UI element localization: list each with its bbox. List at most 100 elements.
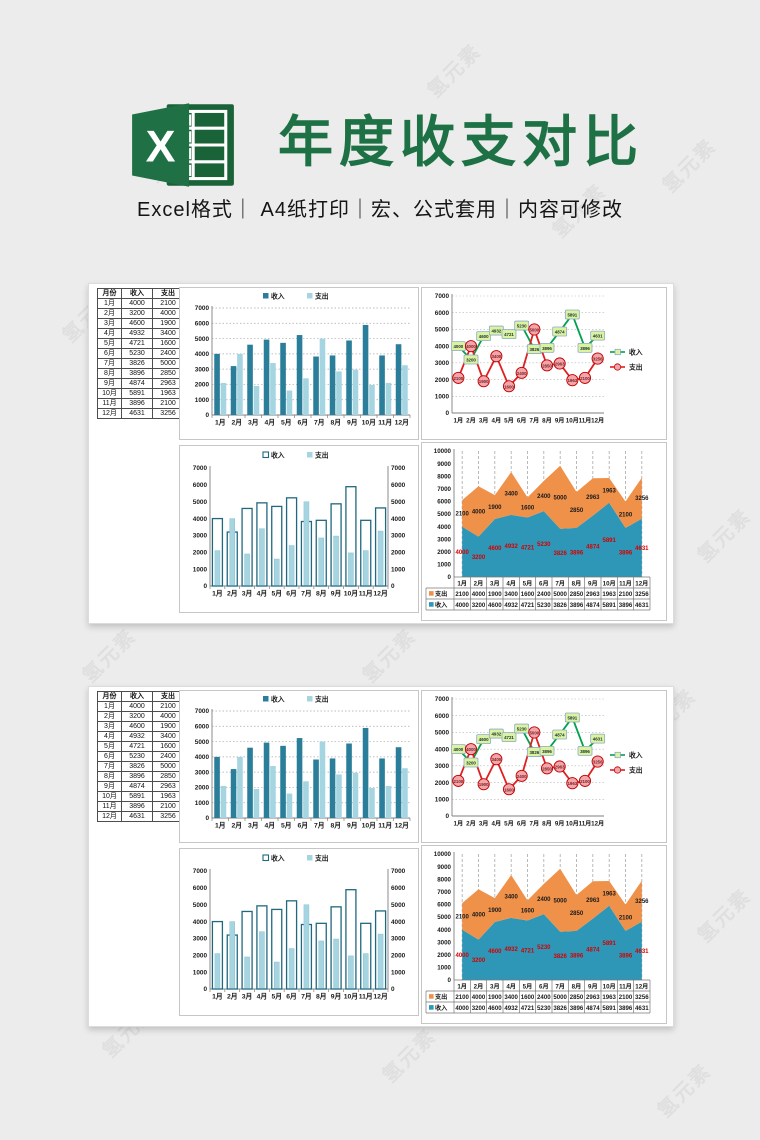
svg-text:12月: 12月 — [591, 417, 604, 425]
svg-text:2963: 2963 — [586, 898, 600, 904]
svg-text:7000: 7000 — [391, 465, 406, 472]
svg-text:1月: 1月 — [215, 419, 226, 427]
table-cell: 9月 — [97, 781, 122, 792]
stacked-area-chart-box: 0 1000 2000 3000 4000 5000 6000 7000 8000 9000 100… — [421, 442, 667, 621]
table-cell: 4631 — [121, 408, 153, 419]
svg-text:5月: 5月 — [281, 822, 292, 830]
table-cell: 3896 — [121, 398, 153, 409]
svg-text:支出: 支出 — [628, 765, 643, 774]
svg-text:4000: 4000 — [455, 550, 469, 556]
svg-text:4631: 4631 — [635, 1005, 649, 1012]
table-row: 1月 4000 2100 — [97, 701, 184, 712]
table-cell: 12月 — [97, 408, 122, 419]
svg-text:3826: 3826 — [553, 551, 567, 557]
svg-text:6月: 6月 — [286, 590, 297, 598]
svg-text:4000: 4000 — [391, 516, 406, 523]
line-chart: 0 1000 2000 3000 4000 5000 6000 7000 1月 2月 3月 4月 5月 6… — [435, 293, 643, 425]
table-cell: 2月 — [97, 308, 122, 319]
legend: 收入支出 — [262, 450, 329, 459]
svg-text:4932: 4932 — [491, 732, 501, 737]
svg-text:0: 0 — [203, 986, 207, 993]
svg-text:2400: 2400 — [537, 994, 551, 1001]
table-header-cell: 收入 — [121, 288, 153, 299]
table-cell: 5230 — [121, 751, 153, 762]
svg-text:5000: 5000 — [193, 499, 208, 506]
svg-text:2400: 2400 — [517, 371, 527, 376]
svg-text:2850: 2850 — [570, 591, 584, 598]
svg-text:1963: 1963 — [602, 891, 616, 897]
svg-text:2100: 2100 — [453, 779, 463, 784]
axes: 0 0 1000 1000 2000 2000 3000 3000 4000 4000 5000 50… — [193, 465, 406, 597]
svg-text:1月: 1月 — [454, 820, 464, 828]
svg-text:10000: 10000 — [434, 448, 452, 455]
svg-text:5891: 5891 — [602, 1005, 616, 1012]
svg-text:5000: 5000 — [553, 898, 567, 904]
svg-text:7000: 7000 — [435, 293, 450, 300]
svg-text:3826: 3826 — [553, 954, 567, 960]
svg-text:3000: 3000 — [193, 936, 208, 943]
svg-text:2100: 2100 — [580, 779, 590, 784]
svg-text:2400: 2400 — [537, 591, 551, 598]
svg-text:9月: 9月 — [555, 820, 565, 828]
svg-text:3896: 3896 — [542, 346, 552, 351]
svg-text:收入: 收入 — [271, 853, 285, 862]
bars-expense — [220, 338, 408, 415]
svg-text:1000: 1000 — [437, 965, 451, 972]
axes: 0 1000 2000 3000 4000 5000 6000 7000 8000 9000 100… — [434, 448, 455, 581]
svg-text:6000: 6000 — [391, 885, 406, 892]
svg-text:2月: 2月 — [474, 982, 484, 990]
svg-text:4631: 4631 — [635, 546, 649, 552]
svg-text:4631: 4631 — [593, 737, 603, 742]
table-row: 3月 4600 1900 — [97, 721, 184, 732]
data-table: 月份 收入 支出 1月 4000 2100 2月 3200 4000 3月 4600 1900 4月 49… — [97, 691, 184, 822]
svg-text:8月: 8月 — [572, 982, 582, 990]
svg-text:7000: 7000 — [195, 305, 210, 312]
svg-text:12月: 12月 — [373, 590, 387, 598]
svg-text:6000: 6000 — [435, 310, 450, 317]
svg-text:1900: 1900 — [488, 591, 502, 598]
table-cell: 7月 — [97, 761, 122, 772]
svg-text:1900: 1900 — [479, 782, 489, 787]
svg-text:1600: 1600 — [521, 505, 535, 511]
svg-text:9月: 9月 — [347, 822, 358, 830]
svg-text:4000: 4000 — [466, 344, 476, 349]
table-row: 8月 3896 2850 — [97, 771, 184, 782]
svg-text:1月: 1月 — [454, 417, 464, 425]
svg-text:10月: 10月 — [603, 982, 616, 990]
overlap-bar-chart: 0 0 1000 1000 2000 2000 3000 3000 4000 4000 5000 50… — [193, 450, 406, 597]
svg-text:11月: 11月 — [359, 590, 373, 598]
svg-text:1000: 1000 — [435, 393, 450, 400]
svg-text:3896: 3896 — [570, 602, 584, 609]
svg-text:3000: 3000 — [195, 769, 210, 776]
svg-text:0: 0 — [203, 583, 207, 590]
svg-text:0: 0 — [448, 977, 452, 984]
table-cell: 4600 — [121, 721, 153, 732]
svg-text:2100: 2100 — [455, 994, 469, 1001]
table-row: 9月 4874 2963 — [97, 378, 184, 389]
svg-text:1000: 1000 — [193, 566, 208, 573]
svg-text:3400: 3400 — [504, 894, 518, 900]
clustered-bar-chart-box: 0 1000 2000 3000 4000 5000 6000 7000 1月 2月 3月 4月 5月 6… — [179, 287, 419, 440]
svg-text:5000: 5000 — [391, 902, 406, 909]
bars-income — [214, 324, 402, 415]
table-cell: 5230 — [121, 348, 153, 359]
overlap-bar-chart-box: 0 0 1000 1000 2000 2000 3000 3000 4000 4000 5000 50… — [179, 848, 419, 1016]
svg-text:3月: 3月 — [490, 982, 500, 990]
svg-text:6月: 6月 — [539, 579, 549, 587]
svg-text:10000: 10000 — [434, 851, 452, 858]
svg-text:6000: 6000 — [391, 482, 406, 489]
svg-text:1900: 1900 — [488, 908, 502, 914]
table-cell: 3200 — [121, 308, 153, 319]
svg-text:2月: 2月 — [466, 820, 476, 828]
svg-text:4874: 4874 — [555, 733, 565, 738]
table-cell: 3896 — [121, 771, 153, 782]
svg-text:5000: 5000 — [553, 591, 567, 598]
svg-text:5000: 5000 — [195, 739, 210, 746]
svg-text:7000: 7000 — [193, 465, 208, 472]
svg-text:2400: 2400 — [537, 897, 551, 903]
table-cell: 5月 — [97, 338, 122, 349]
watermark: 氢元素 — [693, 885, 756, 948]
clustered-bar-chart-box: 0 1000 2000 3000 4000 5000 6000 7000 1月 2月 3月 4月 5月 6… — [179, 690, 419, 843]
